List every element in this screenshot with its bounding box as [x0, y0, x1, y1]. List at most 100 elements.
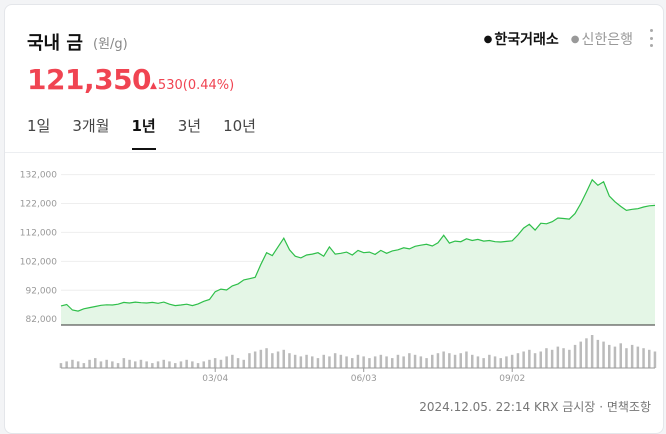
volume-bar: [585, 338, 588, 368]
volume-bar: [471, 354, 474, 368]
y-tick-label: 132,000: [20, 171, 57, 181]
volume-bar: [356, 354, 360, 368]
volume-bar: [625, 348, 628, 368]
volume-bar: [379, 354, 383, 368]
period-tab-3m[interactable]: 3개월: [72, 117, 110, 135]
volume-bar: [522, 351, 525, 368]
active-dot-icon: ●: [483, 34, 493, 45]
volume-bar: [82, 363, 86, 369]
disclaimer-link[interactable]: 면책조항: [606, 400, 651, 414]
volume-bar: [653, 351, 657, 368]
volume-bar: [219, 359, 223, 369]
price-area: [61, 179, 655, 325]
volume-bar: [156, 361, 160, 368]
volume-bar: [134, 361, 137, 368]
period-tab-10y[interactable]: 10년: [223, 117, 256, 135]
gold-price-card: 국내 금 (원/g) ● 한국거래소 ● 신한은행 121,350 ▲530(0.4…: [4, 4, 664, 434]
volume-bar: [128, 359, 131, 369]
volume-bar: [94, 358, 97, 368]
volume-bar: [431, 354, 434, 368]
volume-bar: [493, 356, 497, 368]
volume-bar: [174, 363, 177, 369]
volume-bar: [339, 354, 343, 368]
volume-bar: [642, 348, 645, 368]
source-tabs: ● 한국거래소 ● 신한은행: [484, 29, 633, 49]
period-tab-3y[interactable]: 3년: [177, 117, 202, 135]
volume-bar: [368, 358, 371, 368]
volume-bar: [151, 363, 154, 369]
period-tab-1y[interactable]: 1년: [131, 115, 156, 150]
volume-bar: [122, 358, 126, 368]
volume-bar: [271, 353, 274, 368]
volume-bar: [539, 351, 542, 368]
volume-bar: [602, 341, 605, 368]
volume-bar: [396, 354, 400, 368]
volume-bar: [613, 346, 617, 368]
price-chart[interactable]: 82,000 92,000 102,000 112,000 122,000 132,000…: [5, 155, 663, 385]
unit-label: (원/g): [93, 37, 128, 52]
volume-bar: [276, 351, 280, 368]
volume-bar: [488, 354, 491, 368]
volume-bar: [448, 353, 451, 368]
volume-bar: [116, 363, 120, 369]
change-percent: (0.44%): [182, 78, 235, 93]
volume-bar: [333, 353, 337, 368]
y-tick-label: 92,000: [26, 286, 58, 296]
volume-bar: [482, 358, 485, 368]
volume-bar: [373, 356, 377, 368]
volume-bar: [316, 358, 320, 368]
period-tabs: 1일 3개월 1년 3년 10년: [27, 115, 278, 150]
volume-bar: [242, 359, 245, 369]
volume-bar: [425, 358, 428, 368]
volume-bar: [391, 358, 394, 368]
volume-bar: [590, 335, 594, 368]
volume-bar: [579, 341, 582, 368]
volume-bar: [465, 351, 468, 368]
volume-bar: [362, 356, 365, 368]
volume-bar: [248, 353, 251, 368]
volume-bar: [105, 359, 108, 369]
volume-bar: [499, 358, 502, 368]
divider: [5, 152, 663, 153]
volume-bar: [311, 356, 314, 368]
volume-bar: [385, 356, 388, 368]
volume-bar: [139, 359, 143, 369]
volume-bar: [208, 359, 211, 369]
volume-bar: [213, 358, 217, 368]
volume-bar: [459, 353, 462, 368]
footer: 2024.12.05. 22:14 KRX 금시장 · 면책조항: [419, 398, 651, 415]
volume-bar: [111, 361, 114, 368]
volume-bar: [556, 346, 560, 368]
volume-bar: [568, 349, 571, 368]
volume-bar: [636, 346, 640, 368]
volume-bar: [533, 353, 537, 368]
volume-bar: [88, 359, 91, 369]
volume-bar: [76, 361, 80, 368]
volume-bar: [408, 353, 411, 368]
y-tick-label: 122,000: [20, 200, 57, 210]
volume-bar: [550, 349, 554, 368]
volume-bar: [168, 361, 171, 368]
triangle-up-icon: ▲: [150, 81, 157, 91]
volume-bar: [202, 361, 205, 368]
volume-bar: [505, 356, 508, 368]
volume-bar: [225, 356, 228, 368]
volume-bar: [545, 348, 548, 368]
volume-bar: [419, 356, 423, 368]
volume-bar: [253, 351, 257, 368]
volume-bar: [510, 354, 514, 368]
more-vertical-icon[interactable]: [647, 27, 655, 49]
volume-bar: [185, 359, 188, 369]
source-tab-shinhan[interactable]: ● 신한은행: [570, 32, 633, 48]
volume-bar: [99, 361, 103, 368]
volume-bar: [453, 354, 457, 368]
volume-bar: [328, 356, 331, 368]
volume-bar: [442, 351, 445, 368]
volume-bar: [179, 361, 183, 368]
volume-bar: [345, 356, 348, 368]
volume-bar: [71, 359, 74, 369]
period-tab-1d[interactable]: 1일: [27, 117, 51, 135]
source-tab-krx[interactable]: ● 한국거래소: [483, 32, 559, 48]
current-price: 121,350: [27, 63, 152, 96]
volume-bar: [231, 354, 234, 368]
